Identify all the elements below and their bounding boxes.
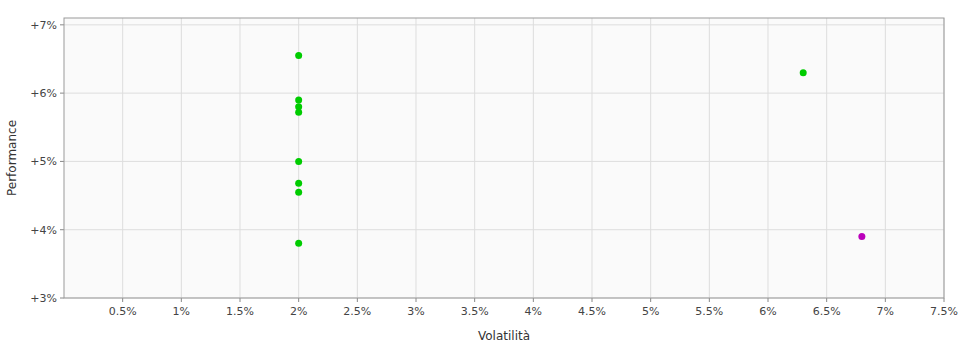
x-grid-line bbox=[885, 18, 886, 298]
x-tick bbox=[533, 298, 534, 302]
x-tick bbox=[298, 298, 299, 302]
x-grid-line bbox=[650, 18, 651, 298]
y-grid-line bbox=[64, 24, 944, 25]
x-tick bbox=[826, 298, 827, 302]
x-tick bbox=[181, 298, 182, 302]
x-axis-label: Volatilità bbox=[478, 329, 530, 343]
scatter-point bbox=[295, 240, 302, 247]
axes: 0.5% 1% 1.5% 2% 2.5% 3% 3.5% 4% 4.5% 5% 5.5% 6% 6.5%… bbox=[30, 19, 958, 318]
scatter-point bbox=[858, 233, 865, 240]
scatter-point bbox=[295, 158, 302, 165]
x-tick-label: 1.5% bbox=[226, 305, 254, 318]
x-tick bbox=[474, 298, 475, 302]
x-tick bbox=[768, 298, 769, 302]
points bbox=[295, 52, 865, 247]
x-tick-label: 5.5% bbox=[695, 305, 723, 318]
x-grid-line bbox=[416, 18, 417, 298]
x-grid-line bbox=[240, 18, 241, 298]
y-tick-label: +7% bbox=[30, 19, 57, 32]
x-grid-line bbox=[474, 18, 475, 298]
x-grid-line bbox=[357, 18, 358, 298]
x-grid-line bbox=[181, 18, 182, 298]
x-grid-line bbox=[533, 18, 534, 298]
x-tick bbox=[240, 298, 241, 302]
y-tick-label: +6% bbox=[30, 87, 57, 100]
x-tick bbox=[416, 298, 417, 302]
scatter-point bbox=[295, 96, 302, 103]
scatter-point bbox=[295, 52, 302, 59]
y-tick-label: +5% bbox=[30, 155, 57, 168]
x-tick-label: 6% bbox=[759, 305, 776, 318]
x-grid-line bbox=[709, 18, 710, 298]
x-tick-label: 1% bbox=[173, 305, 190, 318]
x-tick-label: 6.5% bbox=[813, 305, 841, 318]
y-tick bbox=[60, 161, 64, 162]
x-tick bbox=[122, 298, 123, 302]
x-tick-label: 7.5% bbox=[930, 305, 958, 318]
x-tick bbox=[709, 298, 710, 302]
y-axis-label: Performance bbox=[5, 120, 19, 196]
x-tick-label: 7% bbox=[877, 305, 894, 318]
grid bbox=[64, 18, 944, 298]
x-tick-label: 4% bbox=[525, 305, 542, 318]
x-tick-label: 3% bbox=[407, 305, 424, 318]
plot-frame bbox=[64, 18, 944, 298]
scatter-point bbox=[295, 180, 302, 187]
x-tick bbox=[885, 298, 886, 302]
y-grid-line bbox=[64, 161, 944, 162]
x-tick bbox=[357, 298, 358, 302]
x-tick-label: 2.5% bbox=[343, 305, 371, 318]
x-tick-label: 0.5% bbox=[109, 305, 137, 318]
x-grid-line bbox=[592, 18, 593, 298]
y-tick bbox=[60, 229, 64, 230]
y-grid-line bbox=[64, 93, 944, 94]
x-tick-label: 3.5% bbox=[461, 305, 489, 318]
x-tick-label: 5% bbox=[642, 305, 659, 318]
x-grid-line bbox=[826, 18, 827, 298]
y-tick bbox=[60, 24, 64, 25]
scatter-point bbox=[295, 189, 302, 196]
x-tick bbox=[944, 298, 945, 302]
x-tick-label: 4.5% bbox=[578, 305, 606, 318]
scatter-point bbox=[800, 69, 807, 76]
y-tick bbox=[60, 298, 64, 299]
y-grid-line bbox=[64, 229, 944, 230]
x-tick bbox=[650, 298, 651, 302]
chart: 0.5% 1% 1.5% 2% 2.5% 3% 3.5% 4% 4.5% 5% 5.5% 6% 6.5%… bbox=[0, 0, 966, 350]
y-tick bbox=[60, 93, 64, 94]
x-tick-label: 2% bbox=[290, 305, 307, 318]
scatter-point bbox=[295, 109, 302, 116]
x-grid-line bbox=[122, 18, 123, 298]
plot-area bbox=[64, 18, 944, 298]
y-tick-label: +4% bbox=[30, 224, 57, 237]
y-tick-label: +3% bbox=[30, 292, 57, 305]
x-grid-line bbox=[768, 18, 769, 298]
x-tick bbox=[592, 298, 593, 302]
